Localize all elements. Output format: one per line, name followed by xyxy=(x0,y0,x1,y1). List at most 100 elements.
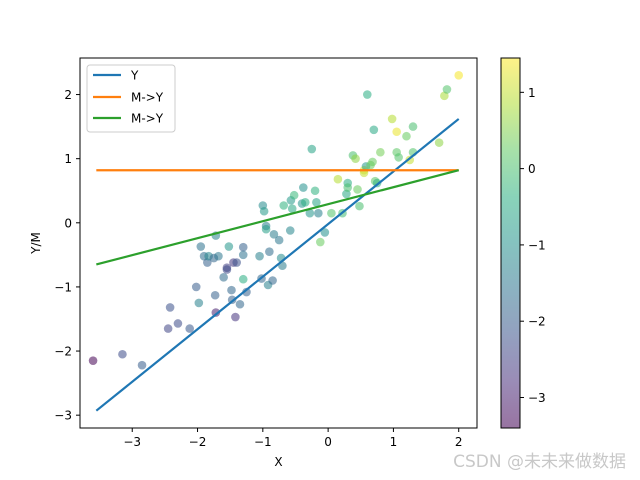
scatter-point-41 xyxy=(269,230,279,239)
scatter-point-81 xyxy=(392,127,401,137)
legend-label-m-y-orange: M->Y xyxy=(131,91,164,105)
scatter-point-35 xyxy=(259,206,269,216)
colorbar-gradient xyxy=(501,58,520,428)
scatter-point-75 xyxy=(368,157,377,167)
watermark: CSDN @未未来做数据 xyxy=(453,452,626,472)
scatter-point-37 xyxy=(261,224,271,234)
x-tick-label: −2 xyxy=(189,435,207,449)
scatter-point-3 xyxy=(163,324,173,333)
scatter-point-48 xyxy=(289,190,299,200)
scatter-point-65 xyxy=(343,183,353,192)
scatter-point-52 xyxy=(300,197,310,207)
scatter-point-11 xyxy=(203,258,212,267)
legend-label-m-y-green: M->Y xyxy=(131,112,164,126)
scatter-point-59 xyxy=(320,228,330,237)
scatter-point-18 xyxy=(219,273,228,282)
scatter-point-46 xyxy=(285,226,295,235)
legend-label-y: Y xyxy=(130,69,139,83)
y-axis-ticks: −3 −2 −1 0 1 2 xyxy=(54,88,80,423)
y-tick-label: 1 xyxy=(64,152,72,166)
x-tick-label: 2 xyxy=(455,435,463,449)
scatter-point-4 xyxy=(165,303,175,312)
scatter-point-25 xyxy=(231,312,240,322)
scatter-point-40 xyxy=(268,276,277,285)
scatter-point-7 xyxy=(191,282,201,292)
scatter-point-28 xyxy=(238,250,248,260)
scatter-point-84 xyxy=(402,131,411,141)
y-tick-label: 0 xyxy=(64,216,72,230)
x-axis-ticks: −3 −2 −1 0 1 2 xyxy=(123,428,463,449)
scatter-point-63 xyxy=(342,189,351,199)
colorbar: −3 −2 −1 0 1 xyxy=(500,57,546,429)
scatter-point-14 xyxy=(210,290,220,300)
y-tick-label: −2 xyxy=(54,345,72,359)
scatter-point-26 xyxy=(232,258,242,267)
legend: Y M->Y M->Y xyxy=(86,64,176,133)
colorbar-tick-label: −2 xyxy=(528,315,546,329)
scatter-point-42 xyxy=(274,235,284,245)
y-tick-label: −3 xyxy=(54,409,72,423)
scatter-point-21 xyxy=(224,242,234,251)
scatter-point-32 xyxy=(255,251,264,261)
y-tick-label: 2 xyxy=(64,88,72,102)
scatter-point-80 xyxy=(387,114,397,124)
x-tick-label: −3 xyxy=(123,435,141,449)
scatter-point-27 xyxy=(235,299,245,309)
scatter-point-30 xyxy=(238,242,248,252)
x-tick-label: 0 xyxy=(324,435,332,449)
series-line-0 xyxy=(95,118,460,412)
scatter-point-2 xyxy=(137,360,147,370)
scatter-point-86 xyxy=(408,122,418,131)
scatter-point-91 xyxy=(454,71,464,80)
scatter-point-54 xyxy=(307,144,317,154)
scatter-point-29 xyxy=(238,274,248,284)
scatter-point-39 xyxy=(265,247,274,256)
scatter-point-16 xyxy=(214,251,223,261)
scatter-point-69 xyxy=(355,201,364,211)
x-tick-label: 1 xyxy=(390,435,398,449)
plot-frame xyxy=(79,57,478,429)
scatter-point-55 xyxy=(310,186,320,196)
scatter-point-20 xyxy=(222,265,232,274)
series-line-2 xyxy=(96,169,459,266)
scatter-point-5 xyxy=(173,319,183,328)
scatter-point-83 xyxy=(394,153,403,162)
scatter-point-57 xyxy=(314,208,323,218)
scatter-point-58 xyxy=(315,237,325,247)
scatter-point-79 xyxy=(376,147,385,157)
scatter-point-31 xyxy=(242,287,251,297)
colorbar-tick-label: −3 xyxy=(528,391,546,405)
y-tick-label: −1 xyxy=(54,280,72,294)
scatter-point-67 xyxy=(351,154,360,163)
scatter-point-68 xyxy=(353,185,362,194)
scatter-point-45 xyxy=(279,201,289,210)
scatter-point-51 xyxy=(299,183,308,192)
scatter-point-61 xyxy=(333,174,343,184)
colorbar-tick-label: 1 xyxy=(528,86,536,100)
legend-box xyxy=(86,64,176,133)
x-tick-label: −1 xyxy=(254,435,272,449)
series-lines xyxy=(95,118,460,412)
scatter-point-73 xyxy=(363,90,372,99)
scatter-point-17 xyxy=(211,308,221,317)
scatter-point-88 xyxy=(434,138,444,147)
scatter-point-60 xyxy=(327,208,336,218)
y-axis-label: Y/M xyxy=(29,232,43,255)
scatter-point-9 xyxy=(196,242,206,251)
scatter-point-90 xyxy=(442,85,452,94)
scatter-point-49 xyxy=(287,204,297,213)
scatter-point-76 xyxy=(369,125,379,135)
colorbar-frame xyxy=(500,57,521,429)
scatter-point-1 xyxy=(118,349,127,359)
scatter-point-0 xyxy=(88,356,98,365)
x-axis-label: X xyxy=(274,455,282,469)
scatter-point-22 xyxy=(227,285,236,295)
scatter-point-53 xyxy=(305,208,315,218)
scatter-point-6 xyxy=(185,324,194,333)
colorbar-tick-label: 0 xyxy=(528,162,536,176)
colorbar-tick-label: −1 xyxy=(528,238,546,252)
scatter-point-8 xyxy=(194,298,204,308)
colorbar-ticks: −3 −2 −1 0 1 xyxy=(520,86,546,405)
scatter-point-56 xyxy=(312,197,321,207)
